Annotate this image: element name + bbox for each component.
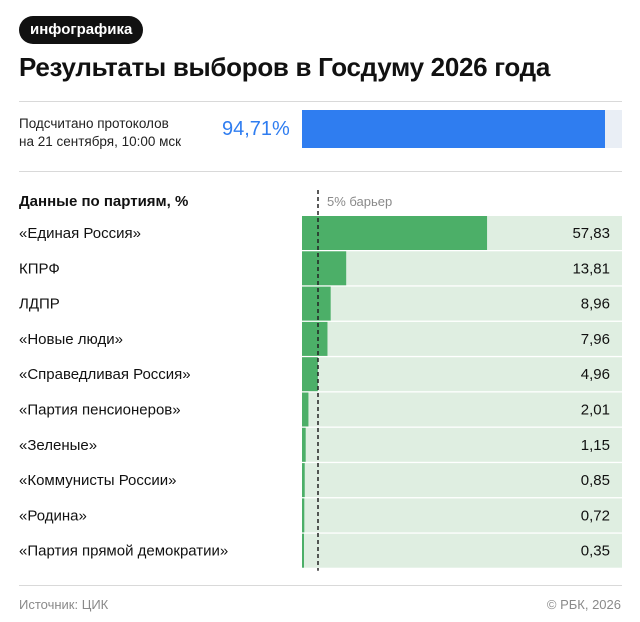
infographic-badge: инфографика <box>19 16 144 44</box>
category-label: «Новые люди» <box>19 331 123 348</box>
bar-track <box>302 251 622 286</box>
bar <box>302 216 488 250</box>
section-title: Данные по партиям, % <box>19 193 189 210</box>
bar <box>302 321 328 356</box>
value-label: 7,96 <box>581 331 610 348</box>
category-label: ЛДПР <box>19 296 60 313</box>
counted-protocols-value: 94,71% <box>222 118 290 140</box>
counted-label-line1: Подсчитано протоколов <box>19 116 169 131</box>
bar-track <box>302 427 622 462</box>
value-label: 2,01 <box>581 402 610 419</box>
category-label: «Партия пенсионеров» <box>19 402 181 419</box>
value-label: 13,81 <box>572 260 610 277</box>
value-label: 1,15 <box>581 437 610 454</box>
category-label: «Коммунисты России» <box>19 472 177 489</box>
counted-progress-track <box>302 110 622 148</box>
counted-protocols-label: Подсчитано протоколов на 21 сентября, 10… <box>19 115 181 151</box>
category-label: «Единая Россия» <box>19 225 141 242</box>
bar <box>302 251 347 286</box>
bar-track <box>302 498 622 533</box>
value-label: 0,72 <box>581 507 610 524</box>
bar-track <box>302 463 622 498</box>
bar <box>302 427 306 462</box>
bar <box>302 498 305 533</box>
value-label: 57,83 <box>572 225 610 242</box>
bar <box>302 392 309 427</box>
copyright: © РБК, 2026 <box>546 597 621 612</box>
divider <box>19 171 622 172</box>
divider <box>19 585 622 586</box>
bar <box>302 463 305 498</box>
bar-track <box>302 533 622 568</box>
divider <box>19 101 622 102</box>
bar <box>302 357 318 392</box>
bar-track <box>302 357 622 392</box>
category-label: «Родина» <box>19 507 87 524</box>
source-note: Источник: ЦИК <box>19 597 109 612</box>
bar <box>302 533 304 568</box>
value-label: 8,96 <box>581 296 610 313</box>
counted-progress-fill <box>302 110 606 148</box>
bar <box>302 286 331 321</box>
page-title: Результаты выборов в Госдуму 2026 года <box>19 52 551 82</box>
category-label: «Партия прямой демократии» <box>19 543 228 560</box>
counted-label-line2: на 21 сентября, 10:00 мск <box>19 134 182 149</box>
value-label: 0,85 <box>581 472 610 489</box>
bar-track <box>302 392 622 427</box>
category-label: КПРФ <box>19 260 60 277</box>
bar-track <box>302 321 622 356</box>
value-label: 4,96 <box>581 366 610 383</box>
barrier-label: 5% барьер <box>327 194 393 209</box>
category-label: «Справедливая Россия» <box>19 366 191 383</box>
category-label: «Зеленые» <box>19 437 97 454</box>
value-label: 0,35 <box>581 543 610 560</box>
bar-track <box>302 286 622 321</box>
